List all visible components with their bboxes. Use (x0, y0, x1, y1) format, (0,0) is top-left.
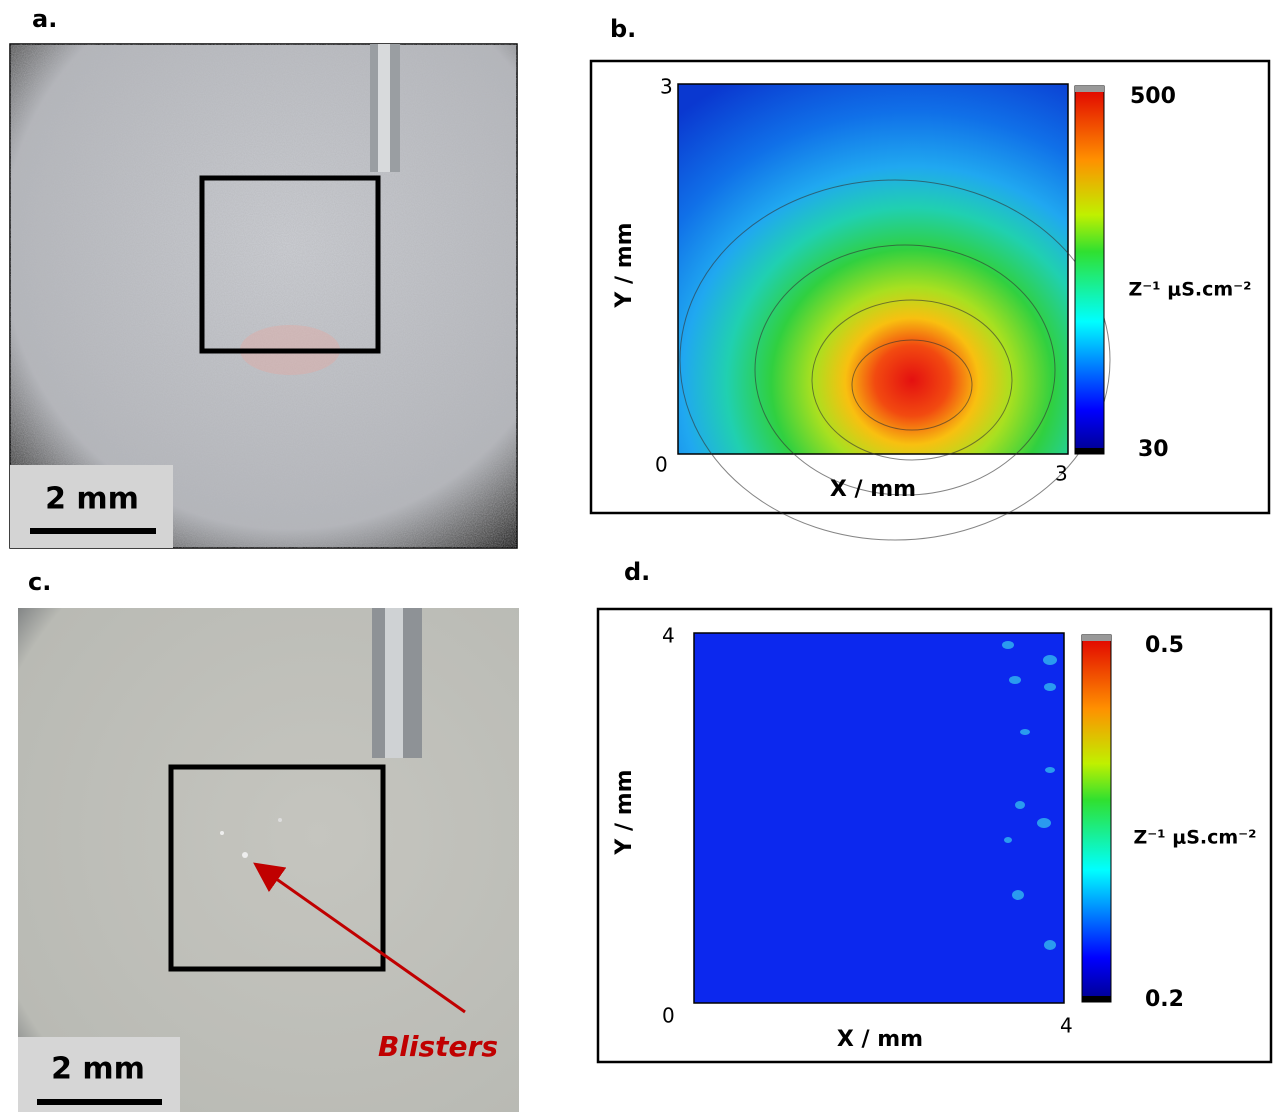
x-axis-label: X / mm (830, 477, 916, 502)
x-tick-label: 4 (1060, 1014, 1073, 1038)
panel-frame (589, 59, 1271, 515)
heatmap (693, 632, 1065, 1004)
y-tick-label: 0 (655, 453, 668, 477)
y-tick-label: 0 (662, 1004, 675, 1028)
colorbar-cap (1082, 996, 1111, 1002)
colorbar-max: 500 (1130, 84, 1176, 109)
panel-label: a. (32, 5, 57, 33)
colorbar-min: 0.2 (1145, 987, 1184, 1012)
colorbar (1081, 634, 1112, 1003)
photo-c (18, 608, 519, 1112)
panel-frame (596, 607, 1273, 1064)
arrow (253, 862, 466, 1014)
colorbar-label: Z⁻¹ μS.cm⁻² (1128, 279, 1251, 301)
panel-label: b. (610, 15, 636, 43)
hot-spots (1002, 641, 1057, 950)
scale-text: 2 mm (45, 482, 139, 517)
x-tick-label: 3 (1055, 462, 1068, 486)
annotation: Blisters (378, 1030, 498, 1063)
colorbar (1074, 85, 1105, 455)
y-axis-label: Y / mm (612, 222, 637, 308)
y-tick-label: 3 (660, 75, 673, 99)
y-axis-label: Y / mm (612, 769, 637, 855)
panel-label: c. (28, 568, 51, 596)
colorbar-cap (1075, 448, 1104, 454)
colorbar-label: Z⁻¹ μS.cm⁻² (1133, 827, 1256, 849)
scan-area (168, 764, 386, 972)
scale-bar (30, 528, 156, 534)
colorbar-cap (1082, 635, 1111, 641)
colorbar-cap (1075, 86, 1104, 92)
heatmap (677, 83, 1069, 455)
photo-a (9, 43, 518, 549)
scale-box (10, 465, 173, 548)
scale-bar (37, 1099, 162, 1105)
scale-text: 2 mm (51, 1052, 145, 1087)
colorbar-min: 30 (1138, 437, 1169, 462)
x-axis-label: X / mm (837, 1027, 923, 1052)
scan-area (199, 175, 381, 354)
colorbar-max: 0.5 (1145, 633, 1184, 658)
panel-label: d. (624, 558, 650, 586)
y-tick-label: 4 (662, 624, 675, 648)
contours (679, 179, 1111, 541)
